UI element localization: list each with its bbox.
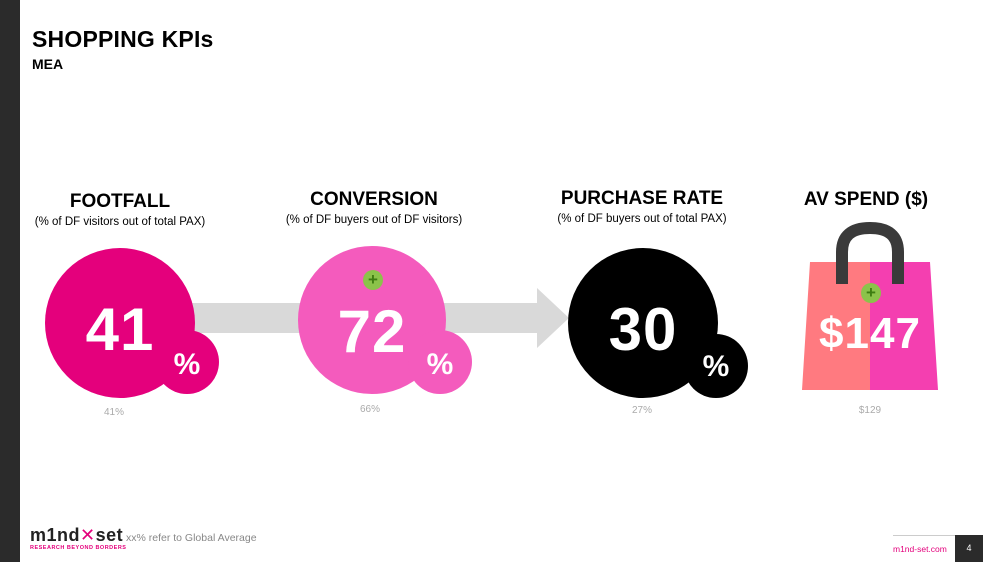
page-number: 4: [955, 535, 983, 562]
footfall-global-average: 41%: [103, 407, 124, 418]
shopping-bag-icon: [802, 222, 938, 390]
conversion-global-average: 66%: [359, 404, 380, 415]
purchase-rate-global-average: 27%: [631, 405, 652, 416]
purchase-rate-description: (% of DF buyers out of total PAX): [557, 213, 727, 225]
purchase-rate-unit: %: [702, 350, 730, 383]
purchase-rate-heading: PURCHASE RATE: [560, 188, 724, 209]
purchase-rate-pct-circle: [684, 334, 748, 398]
flow-arrow-head: [537, 288, 569, 348]
av-spend-global-average: $129: [858, 405, 882, 416]
conversion-value: 72: [337, 298, 407, 365]
logo-tagline: RESEARCH BEYOND BORDERS: [30, 545, 127, 551]
logo-cross: ✕: [80, 525, 96, 545]
footfall-description: (% of DF visitors out of total PAX): [34, 216, 206, 228]
slide-title: SHOPPING KPIs: [32, 26, 214, 52]
purchase-rate-value: 30: [608, 296, 678, 363]
website-link[interactable]: m1nd-set.com: [893, 544, 947, 554]
conversion-plus-icon: +: [363, 270, 383, 290]
footer-rule: [893, 535, 955, 536]
av-spend-heading: AV SPEND ($): [803, 189, 929, 210]
av-spend-value: $147: [819, 309, 921, 358]
av-spend-plus-icon: +: [861, 283, 881, 303]
slide-subtitle: MEA: [32, 56, 64, 72]
conversion-pct-circle: [408, 330, 472, 394]
left-accent-bar: [0, 0, 20, 562]
conversion-description: (% of DF buyers out of DF visitors): [285, 214, 463, 226]
logo-text-a: m1nd: [30, 525, 81, 545]
mindset-logo: m1nd✕set RESEARCH BEYOND BORDERS: [30, 526, 126, 551]
footfall-pct-circle: [155, 330, 219, 394]
logo-text-b: set: [95, 525, 124, 545]
global-average-note: xx% refer to Global Average: [126, 532, 257, 544]
conversion-unit: %: [426, 348, 454, 381]
conversion-heading: CONVERSION: [310, 189, 438, 210]
footfall-value: 41: [85, 296, 155, 363]
footfall-heading: FOOTFALL: [69, 191, 171, 212]
footfall-unit: %: [173, 348, 201, 381]
